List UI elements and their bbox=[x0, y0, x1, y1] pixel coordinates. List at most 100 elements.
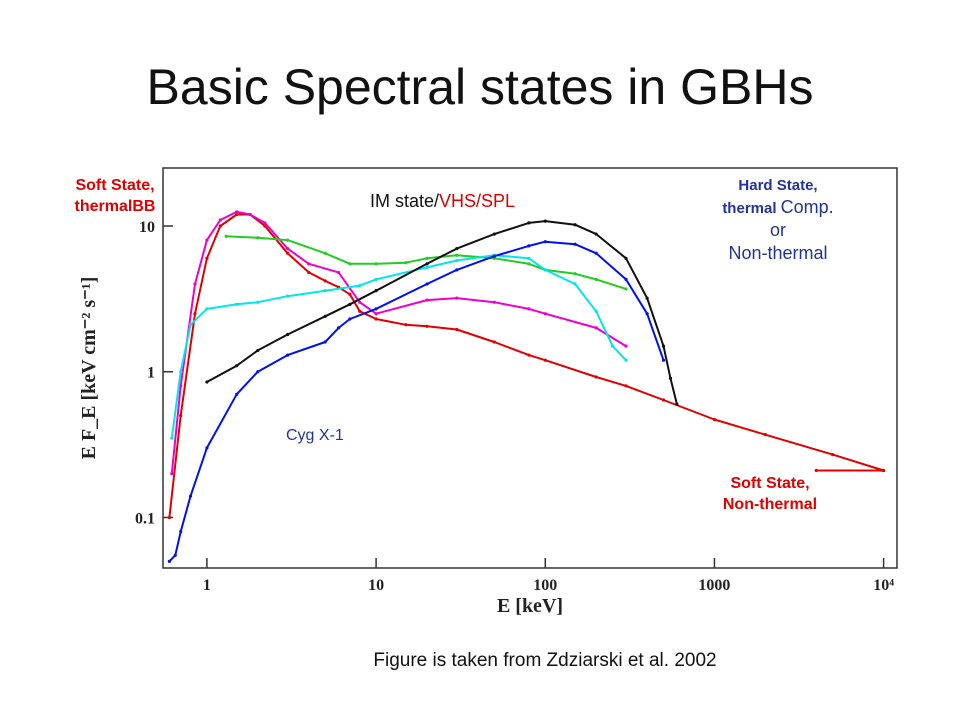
data-point bbox=[624, 358, 628, 362]
data-point bbox=[193, 282, 197, 286]
data-point bbox=[425, 265, 429, 269]
data-point bbox=[543, 240, 547, 244]
data-point bbox=[763, 433, 767, 437]
data-point bbox=[527, 221, 531, 225]
data-point bbox=[323, 340, 327, 344]
x-axis-label: E [keV] bbox=[497, 595, 563, 617]
data-point bbox=[455, 253, 459, 257]
data-point bbox=[882, 468, 886, 473]
data-point bbox=[248, 212, 252, 217]
soft-nonthermal-line-1: Soft State, bbox=[730, 475, 810, 492]
data-point bbox=[286, 332, 290, 337]
x-tick-label: 10 bbox=[368, 577, 384, 594]
series-line-2 bbox=[170, 210, 627, 474]
data-point bbox=[205, 256, 209, 260]
data-point bbox=[374, 307, 378, 311]
data-point bbox=[193, 312, 197, 316]
data-point bbox=[624, 277, 628, 282]
im-state-text: IM state/ bbox=[370, 191, 440, 211]
data-point bbox=[286, 246, 290, 251]
data-point bbox=[594, 251, 598, 255]
x-tick-label: 10⁴ bbox=[873, 577, 894, 594]
data-point bbox=[610, 344, 615, 348]
slide-title: Basic Spectral states in GBHs bbox=[146, 59, 814, 115]
data-point bbox=[492, 300, 496, 304]
data-point bbox=[336, 326, 341, 330]
data-point bbox=[425, 256, 429, 260]
data-point bbox=[374, 289, 378, 293]
data-point bbox=[286, 251, 290, 255]
y-tick-label: 1 bbox=[147, 365, 155, 382]
data-point bbox=[218, 218, 222, 222]
data-point bbox=[404, 261, 408, 265]
series-line-5 bbox=[168, 240, 665, 563]
data-point bbox=[205, 238, 209, 242]
data-point bbox=[624, 256, 628, 260]
comp-text: Comp. bbox=[780, 196, 834, 217]
y-tick-label: 0.1 bbox=[135, 510, 155, 527]
data-point bbox=[455, 327, 459, 332]
data-point bbox=[235, 210, 239, 214]
data-point bbox=[661, 398, 666, 402]
data-point bbox=[455, 268, 459, 272]
soft-thermal-line-2: thermalBB bbox=[74, 197, 156, 215]
data-point bbox=[256, 236, 260, 240]
data-point bbox=[224, 234, 228, 238]
data-point bbox=[170, 436, 174, 440]
data-point bbox=[336, 270, 341, 275]
data-point bbox=[573, 272, 577, 276]
data-point bbox=[594, 326, 598, 330]
data-point bbox=[624, 287, 628, 291]
data-point bbox=[573, 282, 577, 286]
data-point bbox=[188, 323, 193, 327]
data-point bbox=[573, 223, 577, 227]
x-tick-label: 1 bbox=[203, 577, 211, 594]
data-point bbox=[527, 307, 531, 311]
data-point bbox=[348, 262, 352, 266]
data-point bbox=[374, 277, 378, 282]
data-point bbox=[425, 282, 429, 286]
data-point bbox=[348, 302, 352, 306]
data-point bbox=[404, 323, 408, 327]
data-point bbox=[543, 219, 547, 223]
data-point bbox=[527, 244, 531, 248]
plot-body: 1 10 100 1000 10⁴ 0.1 1 10 bbox=[135, 210, 894, 594]
data-point bbox=[374, 317, 378, 321]
data-point bbox=[358, 283, 362, 288]
data-point bbox=[235, 364, 239, 368]
vhs-spl-text: VHS/SPL bbox=[439, 191, 516, 211]
hard-state-line-1: Hard State, bbox=[738, 177, 818, 194]
data-point bbox=[543, 268, 547, 272]
data-point bbox=[594, 309, 598, 313]
data-point bbox=[455, 296, 459, 300]
data-point bbox=[425, 262, 429, 266]
data-point bbox=[661, 358, 666, 362]
data-point bbox=[205, 380, 209, 384]
data-point bbox=[624, 344, 628, 348]
data-point bbox=[179, 413, 183, 418]
hard-state-label: Hard State, thermal Comp. or Non-thermal bbox=[688, 176, 868, 266]
data-point bbox=[624, 384, 628, 388]
data-point bbox=[374, 312, 378, 316]
data-point bbox=[348, 292, 352, 296]
data-point bbox=[286, 353, 290, 357]
data-point bbox=[323, 314, 327, 318]
data-point bbox=[668, 376, 673, 380]
data-point bbox=[527, 353, 531, 357]
data-point bbox=[218, 224, 222, 228]
data-point bbox=[256, 370, 260, 374]
data-point bbox=[675, 402, 679, 406]
data-point bbox=[205, 446, 209, 450]
data-point bbox=[205, 307, 209, 311]
data-point bbox=[173, 553, 177, 557]
data-point bbox=[323, 279, 327, 283]
data-point bbox=[425, 298, 429, 302]
data-point bbox=[167, 515, 171, 520]
plot-frame bbox=[162, 167, 898, 569]
data-point bbox=[286, 238, 290, 242]
data-point bbox=[256, 300, 260, 304]
figure-caption: Figure is taken from Zdziarski et al. 20… bbox=[373, 650, 717, 671]
y-tick-label: 10 bbox=[139, 219, 155, 236]
data-point bbox=[256, 348, 260, 353]
